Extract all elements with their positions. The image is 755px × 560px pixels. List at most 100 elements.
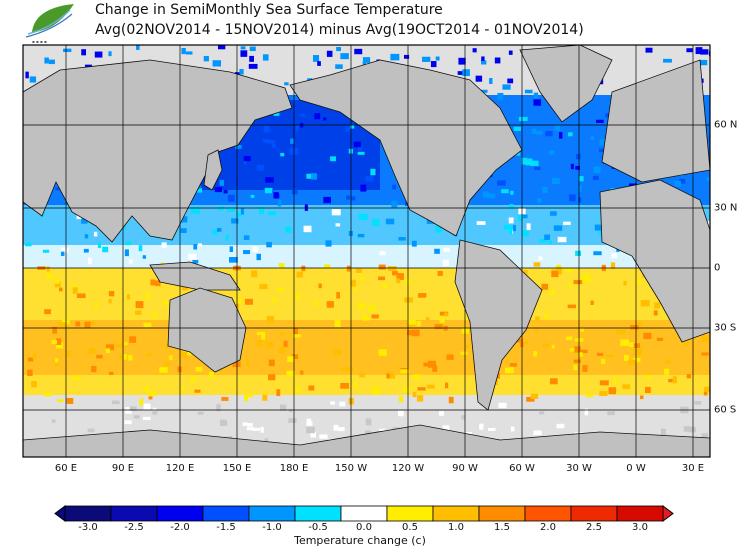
sst-cell (378, 264, 386, 270)
sst-cell (81, 49, 87, 56)
sst-cell (182, 349, 192, 356)
sst-cell (531, 128, 537, 135)
sst-cell (472, 48, 477, 53)
sst-cell (337, 427, 345, 432)
legend-swatch (110, 505, 158, 522)
sst-cell (599, 380, 609, 386)
sst-cell (44, 309, 51, 315)
sst-cell (84, 321, 91, 329)
sst-cell (475, 75, 483, 82)
sst-cell (406, 330, 415, 336)
sst-cell (212, 60, 222, 67)
sst-cell (578, 349, 588, 354)
sst-cell (598, 148, 604, 153)
sst-cell (386, 373, 390, 379)
sst-cell (197, 243, 202, 247)
sst-cell (579, 328, 584, 332)
sst-cell (551, 344, 555, 349)
sst-cell (60, 251, 65, 256)
sst-cell (479, 423, 484, 430)
sst-cell (159, 367, 168, 373)
sst-cell (537, 198, 542, 203)
sst-cell (185, 51, 193, 55)
sst-cell (590, 136, 595, 141)
sst-cell (633, 343, 640, 349)
sst-cell (461, 415, 466, 420)
sst-cell (430, 61, 437, 68)
sst-cell (392, 270, 398, 276)
sst-cell (218, 206, 224, 211)
sst-cell (551, 177, 560, 185)
sst-cell (314, 113, 321, 120)
sst-cell (357, 233, 365, 238)
sst-cell (227, 194, 235, 202)
sst-cell (91, 365, 97, 373)
sst-cell (557, 236, 567, 243)
sst-cell (359, 372, 365, 378)
sst-cell (248, 63, 258, 69)
sst-cell (128, 354, 133, 361)
sst-cell (526, 223, 531, 231)
legend-swatch (432, 505, 480, 522)
sst-cell (57, 399, 64, 403)
legend-label: 0.5 (402, 522, 418, 533)
sst-cell (333, 424, 339, 431)
sst-cell (392, 184, 397, 190)
sst-cell (277, 199, 282, 207)
sst-cell (217, 45, 226, 50)
sst-cell (243, 250, 250, 255)
sst-cell (358, 302, 365, 310)
sst-cell (283, 340, 288, 348)
sst-cell (195, 366, 203, 372)
sst-cell (223, 190, 228, 194)
sst-cell (300, 370, 304, 375)
lon-label: 0 W (626, 463, 646, 474)
sst-cell (542, 343, 550, 348)
sst-cell (510, 426, 515, 432)
sst-cell (209, 371, 214, 378)
sst-cell (295, 124, 299, 131)
sst-cell (509, 363, 517, 367)
sst-cell (181, 286, 188, 291)
sst-cell (590, 300, 594, 305)
legend-label: -3.0 (78, 522, 98, 533)
sst-cell (216, 404, 221, 412)
sst-cell (706, 176, 710, 181)
sst-cell (239, 68, 244, 75)
sst-cell (435, 56, 440, 61)
sst-cell (632, 357, 641, 363)
legend-swatch (570, 505, 618, 522)
sst-cell (194, 389, 201, 393)
sst-cell (48, 59, 55, 65)
lon-label: 90 W (452, 463, 478, 474)
sst-cell (346, 195, 350, 200)
sst-cell (310, 431, 317, 438)
sst-cell (325, 240, 332, 247)
sst-cell (93, 231, 98, 237)
sst-cell (139, 398, 144, 406)
sst-cell (362, 61, 366, 67)
sst-cell (312, 55, 320, 62)
sst-cell (412, 391, 417, 398)
sst-cell (360, 184, 367, 192)
sst-cell (256, 331, 266, 336)
sst-cell (273, 192, 279, 199)
legend-label: 0.0 (356, 522, 372, 533)
sst-cell (56, 338, 62, 345)
sst-cell (256, 339, 263, 347)
sst-cell (509, 367, 513, 371)
sst-cell (190, 376, 196, 382)
sst-cell (29, 76, 37, 83)
sst-cell (508, 228, 513, 235)
sst-cell (291, 188, 298, 195)
sst-cell (578, 197, 582, 203)
sst-cell (142, 416, 151, 420)
sst-cell (584, 408, 589, 416)
sst-cell (264, 187, 273, 194)
sst-cell (481, 60, 487, 65)
sst-cell (44, 392, 52, 397)
sst-cell (306, 418, 312, 423)
sst-cell (148, 396, 153, 400)
lat-label: 30 N (714, 202, 738, 214)
sst-cell (256, 253, 261, 261)
